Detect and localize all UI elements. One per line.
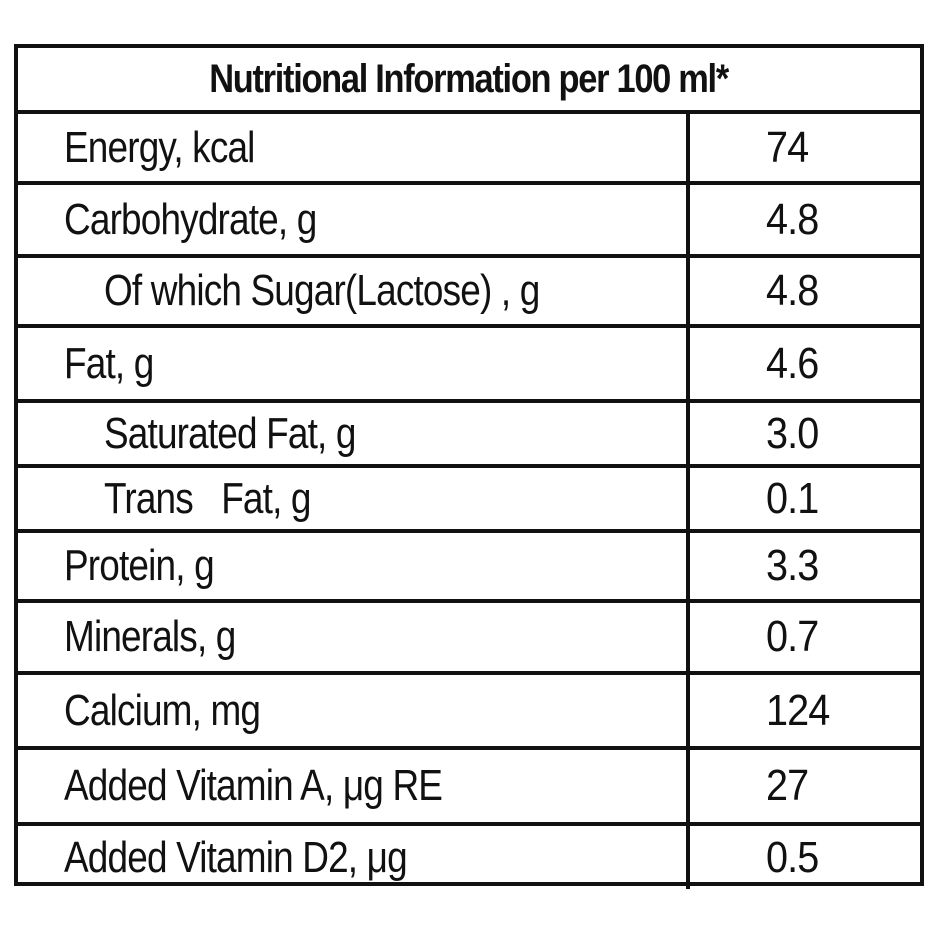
nutrient-value-cell: 3.0 [690,403,920,464]
nutrient-label: Saturated Fat, g [104,408,356,458]
nutrient-label: Fat, g [64,338,154,388]
nutrient-label: Added Vitamin A, μg RE [64,761,443,810]
nutrient-label: Energy, kcal [64,122,255,172]
table-body: Energy, kcal 74 Carbohydrate, g 4.8 Of w… [18,114,920,889]
table-header: Nutritional Information per 100 ml* [18,48,920,114]
nutrient-value: 4.6 [766,338,819,388]
nutrient-label-cell: Fat, g [18,328,690,399]
nutrient-value-cell: 0.7 [690,603,920,671]
nutrient-value-cell: 4.6 [690,328,920,399]
table-row-carbohydrate: Carbohydrate, g 4.8 [18,185,920,258]
table-title: Nutritional Information per 100 ml* [209,56,730,101]
table-row-saturated-fat: Saturated Fat, g 3.0 [18,403,920,468]
table-row-vitamin-a: Added Vitamin A, μg RE 27 [18,750,920,826]
nutrient-label-cell: Of which Sugar(Lactose) , g [18,258,690,324]
nutrient-value-cell: 0.1 [690,468,920,529]
nutrient-label: Carbohydrate, g [64,194,317,244]
nutrient-value: 124 [766,685,830,735]
nutrient-value: 4.8 [766,194,819,244]
table-row-trans-fat: Trans Fat, g 0.1 [18,468,920,533]
table-row-protein: Protein, g 3.3 [18,533,920,603]
table-row-minerals: Minerals, g 0.7 [18,603,920,675]
nutrient-value-cell: 74 [690,114,920,181]
nutrient-value: 27 [766,761,809,810]
nutrient-label-cell: Saturated Fat, g [18,403,690,464]
nutrient-value: 3.3 [766,541,819,590]
nutrient-label: Protein, g [64,541,215,590]
table-row-energy: Energy, kcal 74 [18,114,920,185]
nutrient-value: 0.7 [766,612,819,661]
nutrient-value-cell: 3.3 [690,533,920,599]
nutrient-label-cell: Calcium, mg [18,675,690,746]
nutrient-label: Added Vitamin D2, μg [64,832,408,882]
nutrient-value-cell: 4.8 [690,185,920,254]
nutrient-label-cell: Added Vitamin D2, μg [18,826,690,889]
nutrient-label: Of which Sugar(Lactose) , g [104,266,540,315]
nutrient-value-cell: 0.5 [690,826,920,889]
table-row-vitamin-d2: Added Vitamin D2, μg 0.5 [18,826,920,889]
nutrient-value-cell: 27 [690,750,920,822]
nutrient-label-cell: Minerals, g [18,603,690,671]
nutrient-value: 4.8 [766,266,819,315]
nutrient-value: 74 [766,122,809,172]
table-row-calcium: Calcium, mg 124 [18,675,920,750]
nutrient-label: Calcium, mg [64,685,261,735]
table-row-fat: Fat, g 4.6 [18,328,920,403]
nutrient-label-cell: Energy, kcal [18,114,690,181]
nutrient-label-cell: Trans Fat, g [18,468,690,529]
table-row-sugar: Of which Sugar(Lactose) , g 4.8 [18,258,920,328]
nutrient-value: 0.1 [766,473,819,523]
nutrient-label-cell: Carbohydrate, g [18,185,690,254]
nutrient-label-cell: Protein, g [18,533,690,599]
nutrient-label: Minerals, g [64,612,236,661]
nutrient-value-cell: 4.8 [690,258,920,324]
nutrient-label-cell: Added Vitamin A, μg RE [18,750,690,822]
nutrient-value: 0.5 [766,832,819,882]
nutrient-label: Trans Fat, g [104,473,311,523]
nutrient-value: 3.0 [766,408,819,458]
nutrition-label-table: Nutritional Information per 100 ml* Ener… [14,44,924,889]
nutrient-value-cell: 124 [690,675,920,746]
